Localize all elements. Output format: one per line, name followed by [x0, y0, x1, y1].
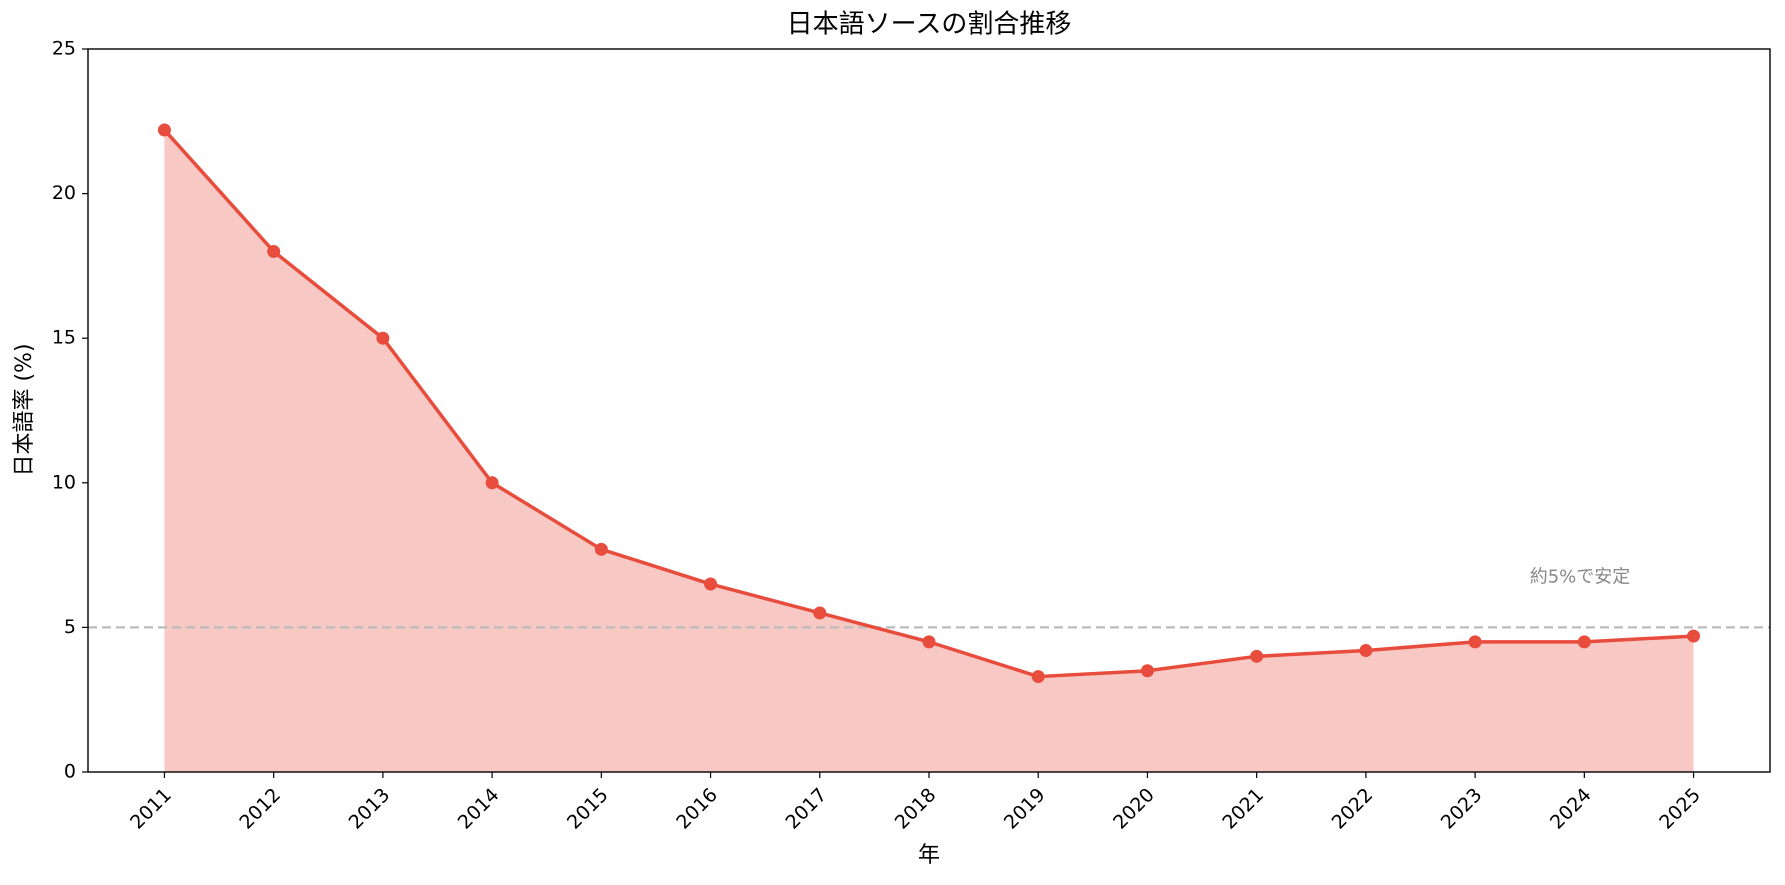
point [813, 606, 827, 620]
point [704, 577, 718, 591]
point [1140, 664, 1154, 678]
point [1468, 635, 1482, 649]
x-tick-label: 2019 [1000, 784, 1050, 834]
x-tick-label: 2017 [781, 784, 831, 834]
point [485, 476, 499, 490]
point [376, 331, 390, 345]
plot-frame [87, 48, 1771, 773]
point [1359, 644, 1373, 658]
point [922, 635, 936, 649]
point [1577, 635, 1591, 649]
x-tick-label: 2015 [563, 784, 613, 834]
x-tick-label: 2022 [1328, 784, 1378, 834]
x-tick-label: 2013 [345, 784, 395, 834]
point [267, 244, 281, 258]
x-tick-label: 2021 [1218, 784, 1268, 834]
y-tick-label: 15 [52, 327, 76, 349]
x-tick-label: 2012 [235, 784, 285, 834]
point [1250, 649, 1264, 663]
x-tick-label: 2020 [1109, 784, 1159, 834]
y-tick-label: 0 [64, 761, 76, 783]
x-tick-label: 2018 [891, 784, 941, 834]
chart-title: 日本語ソースの割合推移 [787, 10, 1072, 40]
x-tick-label: 2024 [1546, 784, 1596, 834]
x-tick-label: 2025 [1655, 784, 1705, 834]
y-tick-label: 10 [52, 471, 76, 493]
y-tick-label: 20 [52, 182, 76, 204]
point [1031, 670, 1045, 684]
y-axis-label: 日本語率 (%) [12, 343, 37, 476]
y-tick-label: 25 [52, 38, 76, 60]
point [157, 123, 171, 137]
point [594, 542, 608, 556]
x-tick-label: 2023 [1437, 784, 1487, 834]
x-tick-label: 2011 [126, 784, 176, 834]
y-tick-label: 5 [64, 616, 76, 638]
x-tick-label: 2014 [454, 784, 504, 834]
point [1687, 629, 1701, 643]
annotation: 約5%で安定 [1530, 566, 1631, 587]
area [164, 129, 1694, 772]
x-axis-label: 年 [918, 843, 940, 868]
x-tick-label: 2016 [672, 784, 722, 834]
